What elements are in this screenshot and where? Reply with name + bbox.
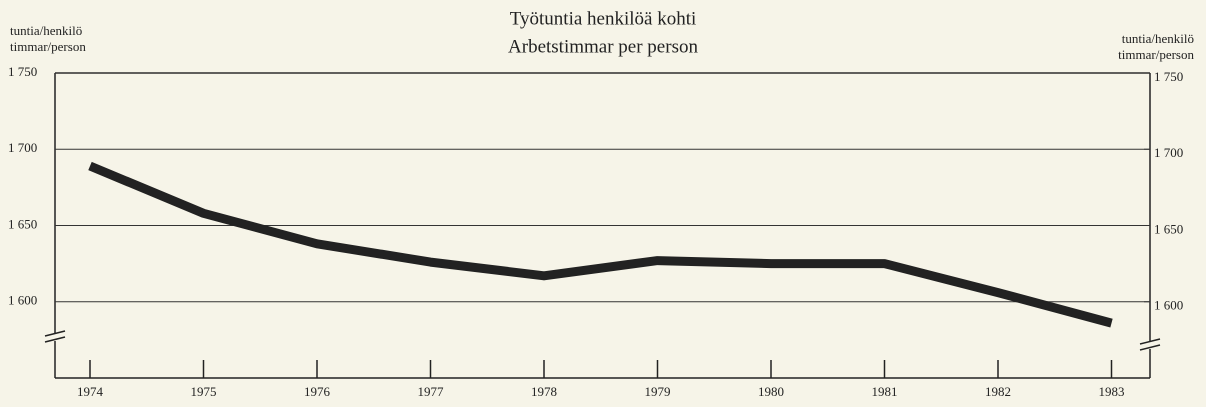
x-tick-label: 1974 bbox=[77, 384, 104, 399]
y2-axis-label: timmar/person bbox=[1118, 47, 1194, 62]
y2-tick-label: 1 600 bbox=[1154, 298, 1183, 313]
y2-tick-label: 1 700 bbox=[1154, 145, 1183, 160]
y-tick-label: 1 700 bbox=[8, 140, 37, 155]
y2-tick-label: 1 650 bbox=[1154, 221, 1183, 236]
y-axis-label: tuntia/henkilö bbox=[10, 23, 82, 38]
axis-break bbox=[44, 330, 1161, 351]
y2-axis-label: tuntia/henkilö bbox=[1122, 31, 1194, 46]
x-tick-label: 1982 bbox=[985, 384, 1011, 399]
y-tick-label: 1 600 bbox=[8, 293, 37, 308]
data-line bbox=[88, 161, 1113, 328]
y2-tick-label: 1 750 bbox=[1154, 69, 1183, 84]
x-tick-label: 1977 bbox=[418, 384, 445, 399]
x-tick-label: 1978 bbox=[531, 384, 557, 399]
y-axis-label: timmar/person bbox=[10, 39, 86, 54]
x-tick-label: 1980 bbox=[758, 384, 784, 399]
x-tick-label: 1979 bbox=[645, 384, 671, 399]
y-tick-label: 1 750 bbox=[8, 64, 37, 79]
x-tick-label: 1975 bbox=[191, 384, 217, 399]
x-tick-label: 1981 bbox=[872, 384, 898, 399]
chart-title: Arbetstimmar per person bbox=[508, 36, 698, 57]
x-tick-label: 1983 bbox=[1099, 384, 1125, 399]
chart-title: Työtuntia henkilöä kohti bbox=[510, 8, 697, 29]
x-tick-label: 1976 bbox=[304, 384, 331, 399]
y-tick-label: 1 650 bbox=[8, 216, 37, 231]
